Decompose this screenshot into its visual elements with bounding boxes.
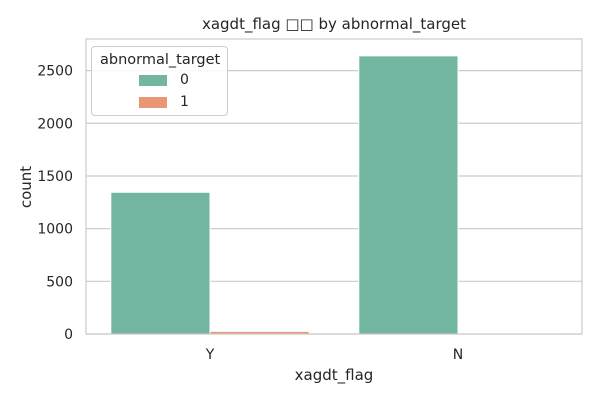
legend-title: abnormal_target	[100, 52, 221, 68]
bar-Y-0	[110, 191, 211, 335]
legend-label: 1	[180, 94, 189, 110]
y-tick-label: 500	[46, 274, 73, 290]
y-tick-label: 2500	[37, 64, 73, 80]
y-tick-labels: 0 500 1000 1500 2000 2500	[37, 64, 73, 343]
bars	[110, 55, 558, 335]
legend: abnormal_target 0 1	[91, 46, 228, 116]
legend-label: 0	[180, 72, 189, 88]
legend-entry: 1	[92, 94, 222, 112]
x-tick-label: Y	[205, 347, 215, 363]
y-axis-label: count	[17, 166, 35, 208]
plot-frame	[85, 38, 583, 335]
legend-swatch	[139, 75, 167, 86]
x-tick-label: N	[453, 347, 463, 363]
y-tick-label: 2000	[37, 116, 73, 132]
y-tick-label: 1500	[37, 169, 73, 185]
legend-entry: 0	[92, 72, 222, 90]
y-tick-label: 1000	[37, 222, 73, 238]
bar-N-0	[358, 55, 459, 335]
x-axis-label: xagdt_flag	[295, 366, 374, 385]
chart-title: xagdt_flag □□ by abnormal_target	[202, 15, 466, 34]
legend-swatch	[139, 97, 167, 108]
y-tick-label: 0	[64, 327, 73, 343]
